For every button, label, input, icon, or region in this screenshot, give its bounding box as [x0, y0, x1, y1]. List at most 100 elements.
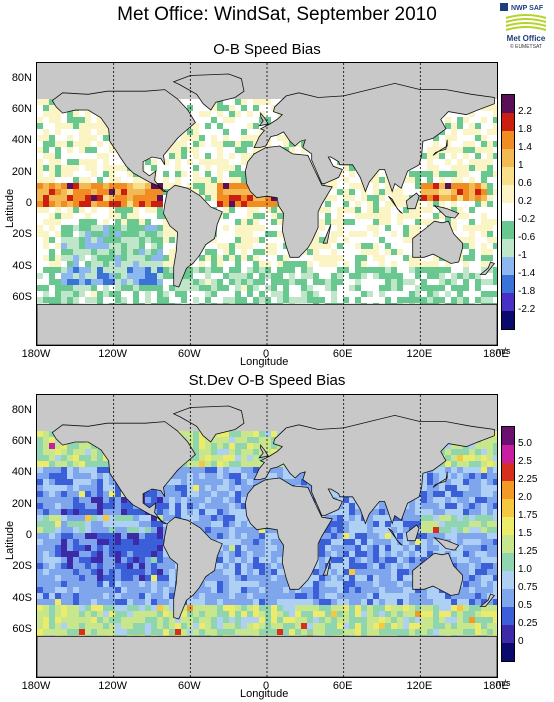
main-title: Met Office: WindSat, September 2010 — [117, 4, 437, 25]
colorbar-label: 1.0 — [518, 564, 532, 575]
landmass-10 — [432, 536, 460, 551]
latitude-tick-label: 20S — [12, 560, 32, 573]
colorbar-swatch — [502, 311, 514, 329]
colorbar-swatch — [502, 239, 514, 257]
latitude-tick-label: 40N — [11, 466, 32, 479]
colorbar-swatch — [502, 589, 514, 607]
colorbar-label: 5.0 — [518, 438, 532, 449]
latitude-tick-label: 60N — [11, 103, 32, 115]
logo-org-text: Met Office — [507, 34, 546, 43]
colorbar-swatch — [502, 95, 514, 113]
panel-1-colorbar — [501, 94, 515, 330]
colorbar-swatch — [502, 643, 514, 661]
longitude-tick-label: 120W — [98, 348, 128, 360]
colorbar-swatch — [502, 625, 514, 643]
colorbar-label: 1.25 — [518, 546, 538, 557]
colorbar-label: 0.75 — [518, 582, 538, 593]
longitude-tick-label: 60E — [332, 348, 353, 360]
colorbar-label: -2.2 — [518, 304, 536, 315]
colorbar-label: 2.0 — [518, 492, 532, 503]
colorbar-swatch — [502, 607, 514, 625]
longitude-tick-label: 120W — [98, 680, 128, 692]
panel-1-title: O-B Speed Bias — [213, 41, 321, 58]
colorbar-swatch — [502, 517, 514, 535]
colorbar-swatch — [502, 131, 514, 149]
colorbar-label: -1.4 — [518, 268, 536, 279]
panel-1-xlabel: Longitude — [240, 356, 289, 368]
landmass-9 — [405, 192, 420, 210]
longitude-tick-label: 60E — [332, 680, 353, 692]
landmass-13 — [258, 111, 269, 127]
colorbar-swatch — [502, 535, 514, 553]
colorbar-swatch — [502, 463, 514, 481]
panel-1-unit: m/s — [496, 346, 511, 356]
colorbar-label: 1.4 — [518, 142, 532, 153]
landmass-8 — [388, 527, 403, 546]
colorbar-swatch — [502, 185, 514, 203]
landmass-12 — [432, 471, 448, 488]
landmass-0 — [51, 89, 196, 192]
landmass-0 — [51, 421, 196, 524]
colorbar-swatch — [502, 203, 514, 221]
colorbar-label: 0.2 — [518, 196, 532, 207]
landmass-10 — [432, 204, 460, 219]
colorbar-label: -0.2 — [518, 214, 536, 225]
landmass-14 — [479, 261, 496, 275]
longitude-tick-label: 180E — [483, 680, 509, 692]
met-office-logo: NWP SAF Met Office © EUMETSAT — [498, 2, 554, 50]
longitude-tick-label: 60W — [178, 348, 201, 360]
colorbar-swatch — [502, 275, 514, 293]
latitude-tick-label: 0 — [25, 197, 32, 209]
landmass-8 — [388, 195, 403, 214]
colorbar-label: 2.2 — [518, 106, 532, 117]
colorbar-label: 2.25 — [518, 474, 538, 485]
panel-1-svg — [37, 63, 497, 345]
colorbar-swatch — [502, 427, 514, 445]
longitude-tick-label: 0 — [262, 348, 270, 360]
landmass-2 — [253, 414, 495, 525]
latitude-tick-label: 20N — [11, 165, 32, 178]
landmass-1 — [163, 184, 223, 288]
latitude-tick-label: 40N — [11, 134, 32, 147]
colorbar-swatch — [502, 481, 514, 499]
colorbar-label: -1.8 — [518, 286, 536, 297]
colorbar-swatch — [502, 553, 514, 571]
panel-2-map — [36, 394, 498, 678]
latitude-tick-label: 80N — [11, 71, 32, 84]
colorbar-label: -1 — [518, 250, 527, 261]
colorbar-swatch — [502, 221, 514, 239]
colorbar-swatch — [502, 113, 514, 131]
colorbar-swatch — [502, 571, 514, 589]
colorbar-label: 1.75 — [518, 510, 538, 521]
colorbar-swatch — [502, 167, 514, 185]
longitude-tick-label: 120E — [406, 680, 433, 692]
landmass-11 — [322, 556, 332, 576]
landmass-9 — [405, 524, 420, 542]
landmass-3 — [244, 477, 333, 590]
panel-2-gridlines — [113, 395, 421, 677]
colorbar-swatch — [502, 149, 514, 167]
colorbar-label: -0.6 — [518, 232, 536, 243]
latitude-tick-label: 0 — [25, 529, 32, 541]
panel-2-colorbar — [501, 426, 515, 662]
latitude-tick-label: 40S — [12, 591, 32, 604]
landmass-14 — [479, 593, 496, 607]
landmass-2 — [253, 82, 495, 193]
panel-2-xlabel: Longitude — [240, 688, 289, 700]
longitude-tick-label: 0 — [262, 680, 270, 692]
colorbar-label: 0.6 — [518, 178, 532, 189]
latitude-tick-label: 40S — [12, 259, 32, 272]
panel-2-unit: m/s — [496, 678, 511, 688]
landmass-3 — [244, 145, 333, 258]
logo-nwp-text: NWP SAF — [511, 5, 544, 12]
latitude-tick-label: 80N — [11, 403, 32, 416]
logo-copyright-text: © EUMETSAT — [510, 43, 542, 50]
panel-2-title: St.Dev O-B Speed Bias — [188, 372, 346, 389]
landmass-4 — [412, 220, 463, 264]
latitude-tick-label: 60N — [11, 435, 32, 447]
colorbar-swatch — [502, 445, 514, 463]
colorbar-label: 0.25 — [518, 618, 538, 629]
colorbar-label: 1.5 — [518, 528, 532, 539]
colorbar-label: 0.5 — [518, 600, 532, 611]
landmass-1 — [163, 516, 223, 620]
